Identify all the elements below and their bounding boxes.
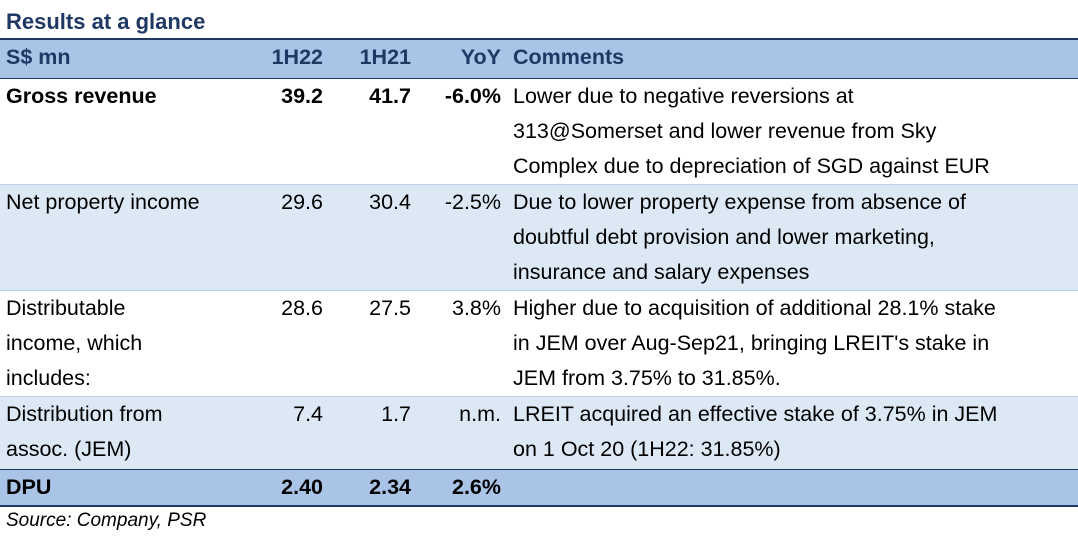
row-comment: Due to lower property expense from absen… [507,184,1078,291]
comment-line: insurance and salary expenses [513,260,810,284]
table-row-dpu: DPU 2.40 2.34 2.6% [0,469,1078,507]
results-table: S$ mn 1H22 1H21 YoY Comments Gross reven… [0,40,1078,507]
row-label: Distribution from assoc. (JEM) [0,396,241,470]
comment-line: Higher due to acquisition of additional … [513,296,996,320]
comment-line: Due to lower property expense from absen… [513,190,966,214]
comment-line: Complex due to depreciation of SGD again… [513,154,990,178]
row-label: Net property income [0,184,241,291]
header-1h22: 1H22 [241,40,329,79]
row-comment: LREIT acquired an effective stake of 3.7… [507,396,1078,470]
comment-line: in JEM over Aug-Sep21, bringing LREIT's … [513,331,990,355]
comment-line: doubtful debt provision and lower market… [513,225,935,249]
table-header-row: S$ mn 1H22 1H21 YoY Comments [0,40,1078,79]
row-1h22-value: 2.40 [241,469,329,507]
label-line: Distribution from [6,402,163,426]
row-1h22-value: 28.6 [241,290,329,397]
label-line: includes: [6,366,91,390]
header-1h21: 1H21 [329,40,417,79]
comment-line: 313@Somerset and lower revenue from Sky [513,119,937,143]
title-divider [0,38,1078,40]
header-yoy: YoY [417,40,507,79]
table-row-net-property-income: Net property income 29.6 30.4 -2.5% Due … [0,184,1078,291]
table-row-distributable-income: Distributable income, which includes: 28… [0,290,1078,397]
row-yoy-value: n.m. [417,396,507,470]
comment-line: Lower due to negative reversions at [513,84,854,108]
header-comments: Comments [507,40,1078,79]
row-1h22-value: 29.6 [241,184,329,291]
comment-line: on 1 Oct 20 (1H22: 31.85%) [513,437,781,461]
header-label: S$ mn [0,40,241,79]
table-row-distribution-from-assoc: Distribution from assoc. (JEM) 7.4 1.7 n… [0,396,1078,470]
page-title: Results at a glance [6,9,206,34]
row-comment: Higher due to acquisition of additional … [507,290,1078,397]
row-comment [507,469,1078,507]
row-1h21-value: 1.7 [329,396,417,470]
row-1h21-value: 2.34 [329,469,417,507]
row-yoy-value: -2.5% [417,184,507,291]
row-1h21-value: 27.5 [329,290,417,397]
row-1h21-value: 41.7 [329,78,417,185]
label-line: income, which [6,331,143,355]
row-1h21-value: 30.4 [329,184,417,291]
row-label: Gross revenue [0,78,241,185]
comment-line: JEM from 3.75% to 31.85%. [513,366,781,390]
row-yoy-value: -6.0% [417,78,507,185]
comment-line: LREIT acquired an effective stake of 3.7… [513,402,998,426]
row-yoy-value: 2.6% [417,469,507,507]
row-label: DPU [0,469,241,507]
row-1h22-value: 7.4 [241,396,329,470]
source-note: Source: Company, PSR [6,510,207,531]
row-yoy-value: 3.8% [417,290,507,397]
row-1h22-value: 39.2 [241,78,329,185]
table-row-gross-revenue: Gross revenue 39.2 41.7 -6.0% Lower due … [0,78,1078,185]
row-comment: Lower due to negative reversions at 313@… [507,78,1078,185]
row-label: Distributable income, which includes: [0,290,241,397]
label-line: assoc. (JEM) [6,437,132,461]
label-line: Distributable [6,296,126,320]
